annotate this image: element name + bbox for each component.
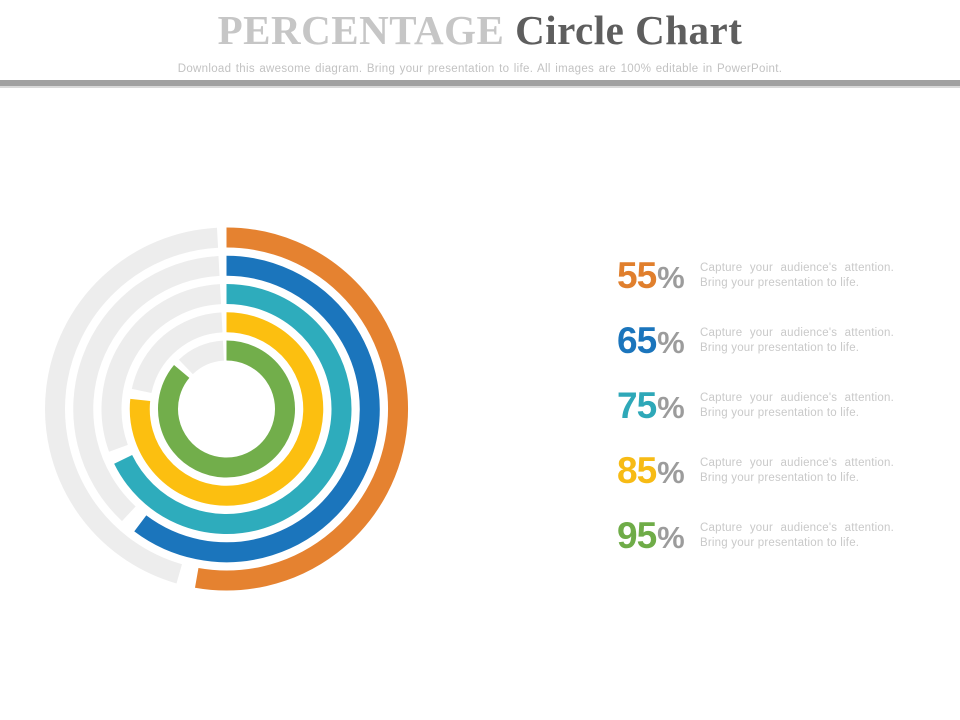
page-title: PERCENTAGE Circle Chart	[0, 4, 960, 56]
caption-line-2: Bring your presentation to life.	[700, 342, 860, 354]
caption: Capture your audience's attention. Bring …	[700, 259, 894, 291]
page-title-rest: Circle Chart	[515, 7, 743, 53]
caption-line-2: Bring your presentation to life.	[700, 277, 860, 289]
percentage-label: 65%	[617, 322, 700, 366]
ring-85-track	[131, 312, 223, 394]
caption-line-1: Capture your audience's attention.	[700, 457, 894, 469]
legend-item-55: 55% Capture your audience's attention. Bri…	[617, 257, 917, 295]
page-title-accent: PERCENTAGE	[217, 7, 505, 53]
ring-75-track	[101, 284, 222, 452]
divider-bar-light	[0, 86, 960, 88]
divider-bar	[0, 80, 960, 88]
divider-bar-dark	[0, 80, 960, 86]
ring-65-track	[73, 255, 220, 522]
legend-item-65: 65% Capture your audience's attention. Bri…	[617, 322, 917, 360]
percent-sign: %	[657, 390, 685, 425]
ring-55-track	[45, 227, 219, 584]
ring-75-arc	[114, 284, 352, 534]
percentage-label: 85%	[617, 452, 700, 496]
percentage-value: 55	[617, 255, 657, 296]
caption: Capture your audience's attention. Bring …	[700, 454, 894, 486]
ring-95-arc	[158, 340, 295, 478]
percentage-value: 65	[617, 320, 657, 361]
percentage-label: 95%	[617, 517, 700, 561]
caption-line-2: Bring your presentation to life.	[700, 537, 860, 549]
percent-sign: %	[657, 455, 685, 490]
ring-85-arc	[129, 312, 324, 506]
percentage-label: 75%	[617, 387, 700, 431]
percent-sign: %	[657, 520, 685, 555]
legend-item-75: 75% Capture your audience's attention. Bri…	[617, 387, 917, 425]
caption-line-1: Capture your audience's attention.	[700, 392, 894, 404]
legend-item-85: 85% Capture your audience's attention. Bri…	[617, 452, 917, 490]
percentage-value: 75	[617, 385, 657, 426]
caption: Capture your audience's attention. Bring …	[700, 324, 894, 356]
caption-line-2: Bring your presentation to life.	[700, 472, 860, 484]
page-subtitle: Download this awesome diagram. Bring you…	[177, 63, 783, 75]
ring-55-arc	[194, 227, 409, 591]
percent-sign: %	[657, 325, 685, 360]
percent-sign: %	[657, 260, 685, 295]
caption-line-2: Bring your presentation to life.	[700, 407, 860, 419]
percentage-value: 85	[617, 450, 657, 491]
caption-line-1: Capture your audience's attention.	[700, 327, 894, 339]
percentage-value: 95	[617, 515, 657, 556]
percentage-circle-chart	[44, 227, 410, 593]
caption-line-1: Capture your audience's attention.	[700, 522, 894, 534]
ring-chart-svg	[45, 227, 409, 591]
caption: Capture your audience's attention. Bring …	[700, 389, 894, 421]
ring-95-track	[178, 340, 225, 375]
caption: Capture your audience's attention. Bring …	[700, 519, 894, 551]
legend-item-95: 95% Capture your audience's attention. Bri…	[617, 517, 917, 555]
ring-65-arc	[134, 255, 380, 563]
percentage-label: 55%	[617, 257, 700, 301]
caption-line-1: Capture your audience's attention.	[700, 262, 894, 274]
legend: 55% Capture your audience's attention. Bri…	[617, 257, 917, 584]
